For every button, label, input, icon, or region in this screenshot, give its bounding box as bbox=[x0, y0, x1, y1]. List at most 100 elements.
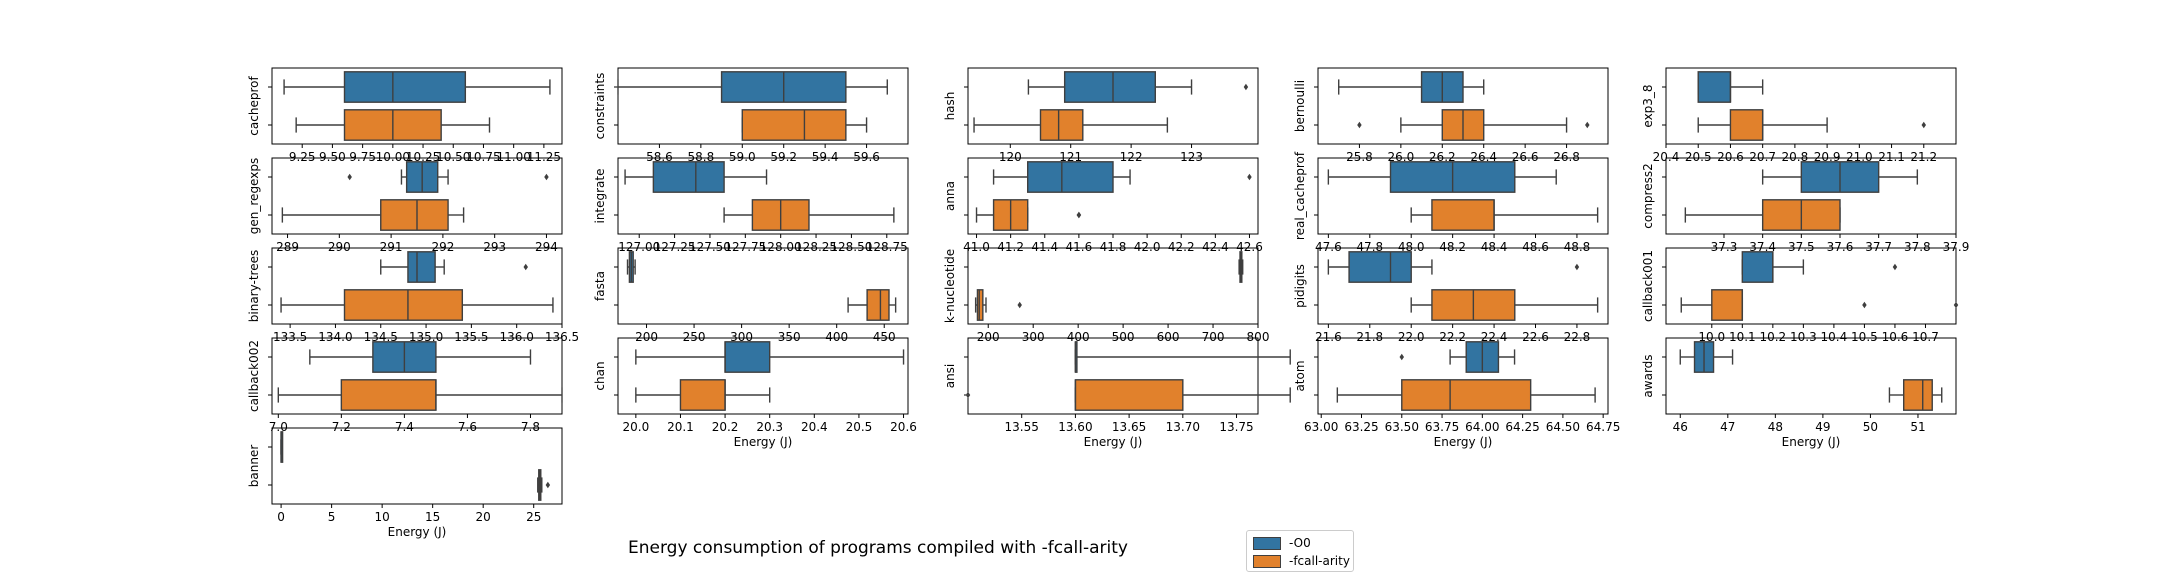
x-tick-label-ansi: 13.60 bbox=[1058, 420, 1092, 434]
axes-frame-cacheprof bbox=[271, 67, 563, 145]
x-tick-label-constraints: 59.2 bbox=[770, 150, 797, 164]
box-fcall-arity bbox=[1039, 109, 1084, 141]
x-tick-label-constraints: 59.0 bbox=[729, 150, 756, 164]
x-tick-label-constraints: 58.8 bbox=[687, 150, 714, 164]
x-axis-label-banner: Energy (J) bbox=[388, 525, 447, 539]
legend-swatch-fcall-arity bbox=[1253, 554, 1281, 568]
axes-frame-constraints bbox=[617, 67, 909, 145]
panel-real-cacheprof: 47.6 47.8 48.0 48.2 48.4 48.6 48.8 real_cachepr… bbox=[1293, 151, 1609, 254]
box-fcall-arity bbox=[1431, 199, 1495, 231]
x-tick-label-pidigits: 22.2 bbox=[1439, 330, 1466, 344]
box-fcall-arity bbox=[1074, 379, 1184, 411]
box-fcall-arity bbox=[741, 109, 847, 141]
x-tick-label-bernoulli: 26.0 bbox=[1387, 150, 1414, 164]
outlier-fcall-arity bbox=[1953, 301, 1959, 309]
x-tick-label-callback001: 10.6 bbox=[1882, 330, 1909, 344]
x-tick-label-binary-trees: 135.0 bbox=[409, 330, 443, 344]
x-tick-label-k-nucleotide: 500 bbox=[1112, 330, 1135, 344]
x-tick-label-integrate: 127.75 bbox=[724, 240, 766, 254]
x-tick-label-exp3-8: 20.8 bbox=[1782, 150, 1809, 164]
x-tick-label-awards: 48 bbox=[1768, 420, 1783, 434]
x-tick-label-atom: 63.75 bbox=[1425, 420, 1459, 434]
x-tick-label-anna: 41.0 bbox=[963, 240, 990, 254]
x-tick-label-compress2: 37.8 bbox=[1904, 240, 1931, 254]
x-tick-label-callback002: 7.8 bbox=[521, 420, 540, 434]
axes-frame-binary-trees bbox=[271, 247, 563, 325]
x-axis-label-chan: Energy (J) bbox=[734, 435, 793, 449]
x-tick-label-real-cacheprof: 47.8 bbox=[1356, 240, 1383, 254]
x-tick-label-banner: 0 bbox=[277, 510, 285, 524]
x-tick-label-fasta: 350 bbox=[778, 330, 801, 344]
x-tick-label-bernoulli: 26.6 bbox=[1512, 150, 1539, 164]
x-tick-label-k-nucleotide: 600 bbox=[1157, 330, 1180, 344]
panel-awards: 46 47 48 49 50 51 awards Energy (J) bbox=[1641, 337, 1957, 449]
y-axis-label-compress2: compress2 bbox=[1641, 163, 1655, 228]
x-tick-label-banner: 15 bbox=[425, 510, 440, 524]
x-tick-label-binary-trees: 136.5 bbox=[545, 330, 579, 344]
x-tick-label-callback001: 10.5 bbox=[1851, 330, 1878, 344]
x-tick-label-fasta: 400 bbox=[825, 330, 848, 344]
x-tick-label-anna: 41.6 bbox=[1066, 240, 1093, 254]
x-tick-label-compress2: 37.9 bbox=[1943, 240, 1970, 254]
x-tick-label-pidigits: 21.6 bbox=[1315, 330, 1342, 344]
x-tick-label-compress2: 37.5 bbox=[1788, 240, 1815, 254]
x-tick-label-anna: 42.2 bbox=[1168, 240, 1195, 254]
outlier-fcall-arity bbox=[1921, 121, 1927, 129]
panel-chan: 20.0 20.1 20.2 20.3 20.4 20.5 20.6 chan Energy (… bbox=[593, 337, 917, 449]
axes-frame-integrate bbox=[617, 157, 909, 235]
y-axis-label-anna: anna bbox=[943, 181, 957, 211]
x-tick-label-exp3-8: 21.0 bbox=[1846, 150, 1873, 164]
box-o0 bbox=[1027, 161, 1114, 193]
x-tick-label-k-nucleotide: 200 bbox=[977, 330, 1000, 344]
x-tick-label-bernoulli: 26.4 bbox=[1470, 150, 1497, 164]
y-axis-label-binary-trees: binary-trees bbox=[247, 250, 261, 322]
x-tick-label-gen-regexps: 291 bbox=[380, 240, 403, 254]
y-axis-label-awards: awards bbox=[1641, 354, 1655, 397]
x-tick-label-cacheprof: 9.50 bbox=[319, 150, 346, 164]
x-tick-label-real-cacheprof: 48.0 bbox=[1398, 240, 1425, 254]
box-fcall-arity bbox=[343, 289, 464, 321]
x-tick-label-real-cacheprof: 47.6 bbox=[1315, 240, 1342, 254]
box-fcall-arity bbox=[976, 289, 984, 321]
x-tick-label-callback001: 10.4 bbox=[1821, 330, 1848, 344]
x-tick-label-exp3-8: 20.9 bbox=[1814, 150, 1841, 164]
x-tick-label-ansi: 13.65 bbox=[1112, 420, 1146, 434]
x-tick-label-hash: 120 bbox=[999, 150, 1022, 164]
legend-item-fcall-arity: -fcall-arity bbox=[1253, 554, 1350, 568]
x-tick-label-callback002: 7.0 bbox=[269, 420, 288, 434]
x-tick-label-real-cacheprof: 48.8 bbox=[1564, 240, 1591, 254]
x-tick-label-compress2: 37.6 bbox=[1827, 240, 1854, 254]
x-tick-label-gen-regexps: 294 bbox=[535, 240, 558, 254]
box-o0 bbox=[343, 71, 467, 103]
figure-title: Energy consumption of programs compiled … bbox=[628, 538, 1128, 558]
x-tick-label-real-cacheprof: 48.6 bbox=[1522, 240, 1549, 254]
outlier-fcall-arity bbox=[965, 391, 971, 399]
y-axis-label-bernoulli: bernoulli bbox=[1293, 80, 1307, 132]
legend-label-fcall-arity: -fcall-arity bbox=[1289, 554, 1350, 568]
x-tick-label-callback002: 7.6 bbox=[458, 420, 477, 434]
x-tick-label-cacheprof: 11.00 bbox=[496, 150, 530, 164]
y-axis-label-k-nucleotide: k-nucleotide bbox=[943, 249, 957, 323]
legend-swatch-o0 bbox=[1253, 536, 1281, 550]
x-tick-label-atom: 64.25 bbox=[1505, 420, 1539, 434]
x-tick-label-pidigits: 21.8 bbox=[1356, 330, 1383, 344]
axes-frame-fasta bbox=[617, 247, 909, 325]
panel-hash: 120 121 122 123 hash bbox=[943, 67, 1259, 164]
x-tick-label-banner: 25 bbox=[526, 510, 541, 524]
x-tick-label-awards: 50 bbox=[1863, 420, 1878, 434]
panel-ansi: 13.55 13.60 13.65 13.70 13.75 ansi Energy (J) bbox=[943, 337, 1291, 449]
x-tick-label-exp3-8: 21.1 bbox=[1878, 150, 1905, 164]
panel-binary-trees: 133.5 134.0 134.5 135.0 135.5 136.0 136.5 binar… bbox=[247, 247, 579, 344]
panel-cacheprof: 9.25 9.50 9.75 10.0010.2510.5010.7511.0011.… bbox=[247, 67, 563, 164]
x-tick-label-cacheprof: 10.50 bbox=[436, 150, 470, 164]
box-o0 bbox=[1063, 71, 1156, 103]
x-tick-label-cacheprof: 10.00 bbox=[376, 150, 410, 164]
x-tick-label-integrate: 127.50 bbox=[689, 240, 731, 254]
axes-frame-compress2 bbox=[1665, 157, 1957, 235]
x-tick-label-fasta: 300 bbox=[730, 330, 753, 344]
x-tick-label-cacheprof: 9.75 bbox=[349, 150, 376, 164]
panel-banner: 0 5 10 15 20 25 banner Energy (J) bbox=[247, 427, 563, 539]
x-tick-label-anna: 42.6 bbox=[1236, 240, 1263, 254]
outlier-fcall-arity bbox=[1585, 121, 1590, 129]
x-tick-label-hash: 122 bbox=[1120, 150, 1143, 164]
